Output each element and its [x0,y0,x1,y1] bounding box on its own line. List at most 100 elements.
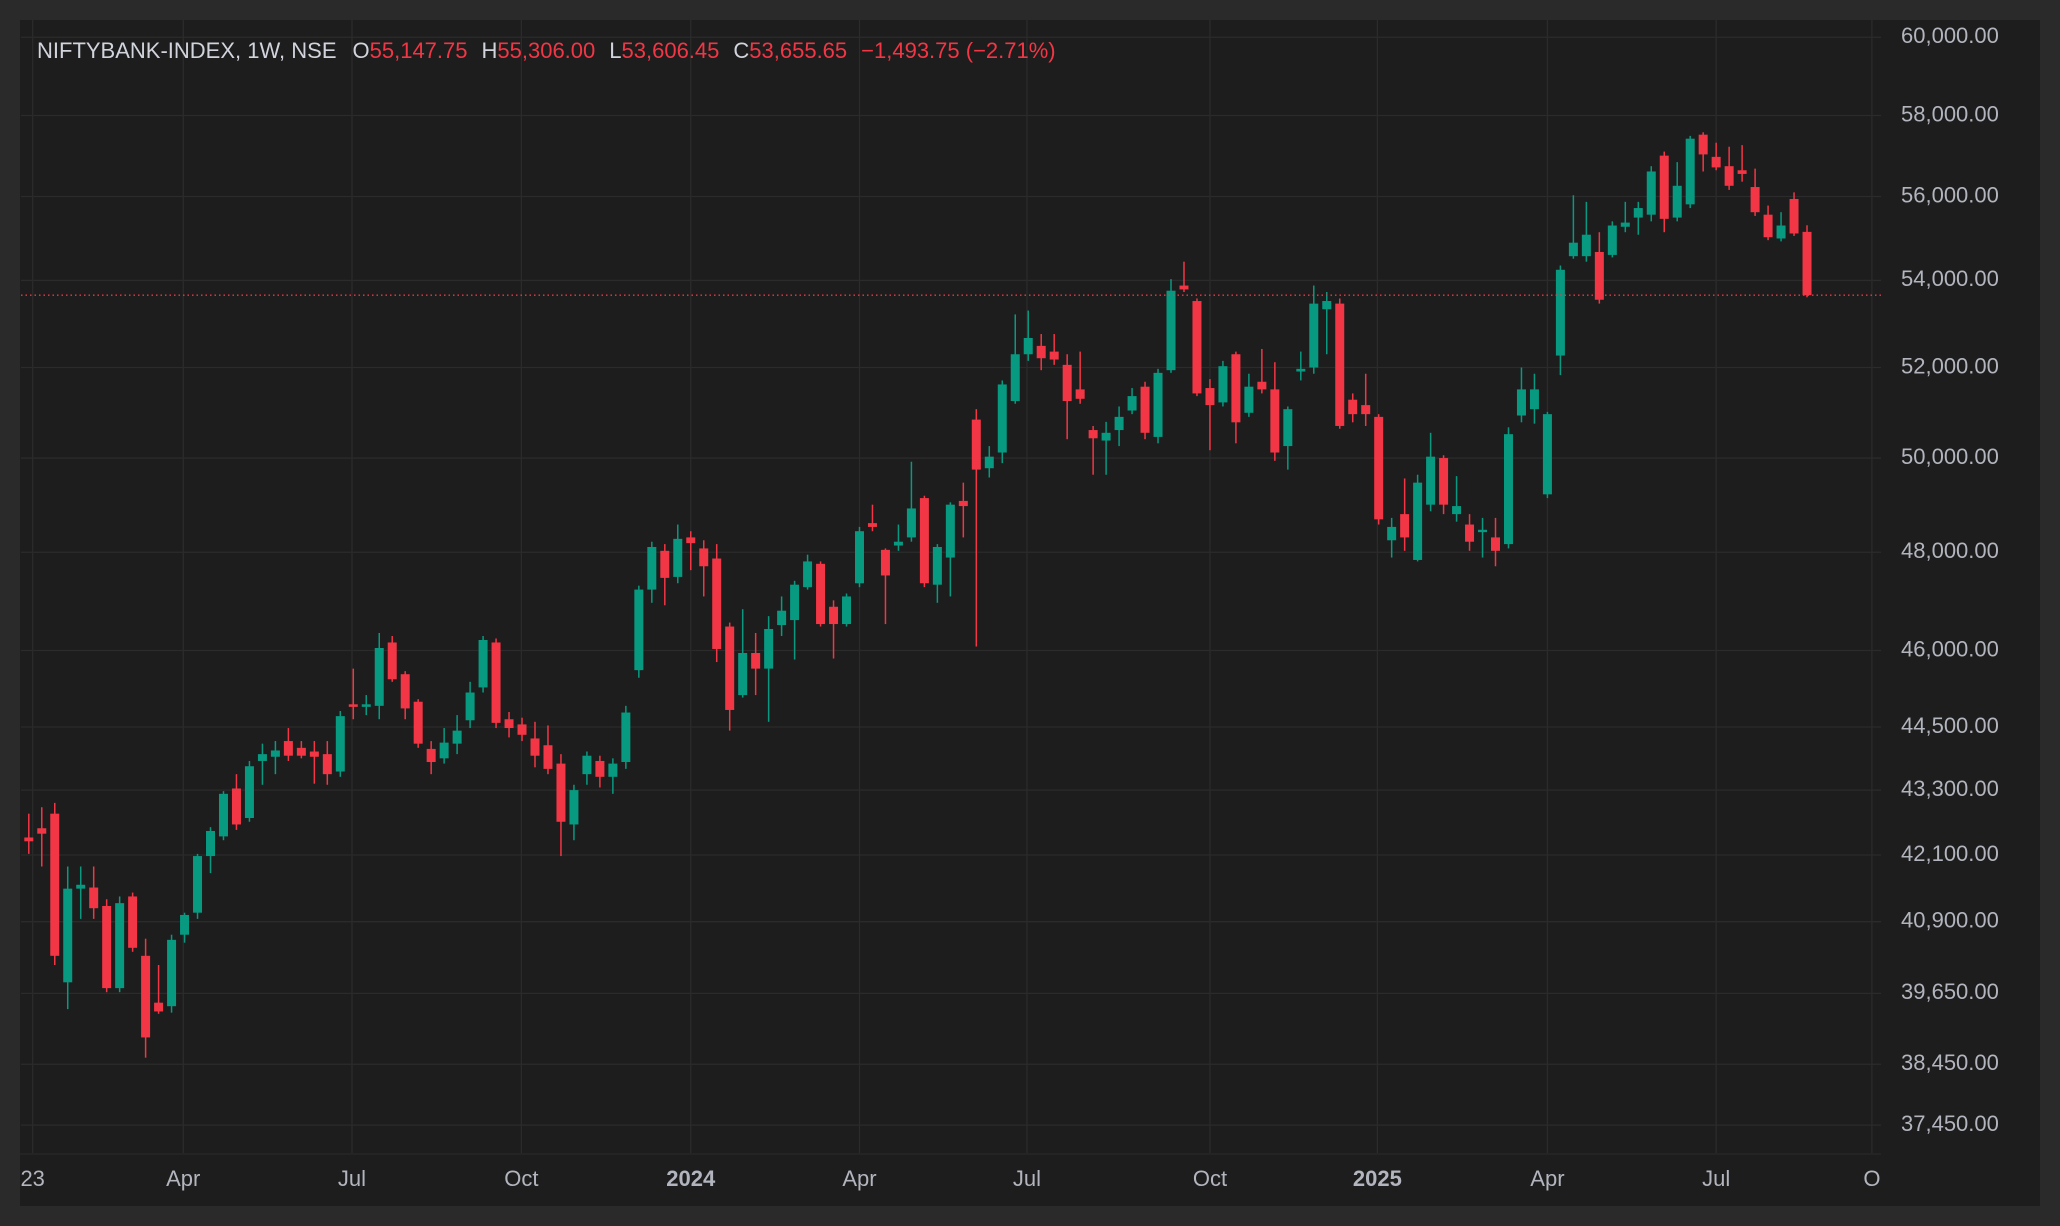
y-tick-label: 46,000.00 [1901,636,1999,661]
candle-body [1633,208,1643,218]
candle-body [478,639,488,688]
candle-body [1503,434,1513,545]
candle-body [1075,389,1085,399]
candle-body [984,456,994,469]
candle-body [115,903,125,989]
candle-body [530,738,540,756]
y-tick-label: 37,450.00 [1901,1111,1999,1136]
change: −1,493.75 (−2.71%) [861,38,1055,63]
candle-body [569,790,579,825]
candle-body [1062,364,1072,402]
y-tick-label: 42,100.00 [1901,841,1999,866]
candle-body [1516,389,1526,416]
candle-body [452,730,462,744]
candle-body [1646,171,1656,215]
candle-body [1335,303,1345,426]
candle-body [1218,366,1228,403]
symbol: NIFTYBANK-INDEX, 1W, NSE [37,38,337,63]
candle-body [1439,458,1449,505]
candle-body [244,766,254,818]
candle-body [1348,399,1358,415]
candle-body [167,939,177,1007]
candle-body [1374,416,1384,520]
candle-body [387,642,397,680]
candle-body [283,741,293,756]
candle-body [1529,389,1539,410]
candle-body [1322,301,1332,310]
candle-body [1101,432,1111,441]
candle-body [348,704,358,707]
candle-body [491,642,501,723]
x-tick-label: Apr [842,1166,876,1191]
candle-body [673,538,683,577]
candle-body [361,704,371,707]
candle-body [1283,409,1293,447]
candle-body [1153,372,1163,437]
candle-body [1555,269,1565,356]
y-tick-label: 43,300.00 [1901,776,1999,801]
candle-body [102,905,112,989]
candle-body [1542,414,1552,495]
candle-body [1114,416,1124,431]
candle-body [1400,514,1410,538]
candle-body [76,884,86,889]
y-tick-label: 56,000.00 [1901,182,1999,207]
candle-body [582,755,592,775]
candle-body [1737,170,1747,174]
candle-body [1724,166,1734,186]
candle-body [880,549,890,576]
candle-body [1166,290,1176,371]
candle-body [1192,301,1202,394]
candle-body [231,788,241,825]
candle-body [1309,303,1319,368]
candle-body [1802,231,1812,296]
candle-body [1140,386,1150,433]
candle-body [1231,354,1241,423]
candle-body [816,563,826,625]
candle-body [141,955,151,1038]
candle-body [50,813,60,956]
candle-body [1568,242,1578,257]
candle-body [1296,368,1306,372]
x-tick-label: O [1863,1166,1880,1191]
candle-body [1270,389,1280,453]
candle-body [608,763,618,777]
candle-body [543,745,553,769]
candle-body [1659,155,1669,219]
candle-body [206,830,216,857]
candle-body [738,653,748,696]
candle-body [712,558,722,649]
y-tick-label: 58,000.00 [1901,101,1999,126]
candle-body [803,561,813,588]
x-tick-label: 23 [20,1166,44,1191]
candle-body [1581,234,1591,257]
candle-body [1036,345,1046,359]
candle-body [154,1002,164,1012]
ohlc-label: H [482,38,498,63]
candle-body [686,537,696,544]
candle-body [1387,526,1397,541]
candle-body [517,724,527,735]
ohlc-value: 53,606.45 [622,38,720,63]
candle-body [1763,214,1773,238]
candle-body [595,760,605,777]
candle-body [296,747,306,756]
candle-body [1244,386,1254,413]
candle-body [128,896,138,948]
candle-body [309,751,319,757]
y-tick-label: 54,000.00 [1901,266,1999,291]
y-tick-label: 50,000.00 [1901,444,1999,469]
candle-body [906,508,916,538]
x-tick-label: 2025 [1353,1166,1402,1191]
candle-body [89,887,99,909]
candle-body [1049,351,1059,360]
candle-body [556,763,566,822]
candle-body [63,888,73,983]
candle-body [1672,185,1682,218]
candle-body [257,754,267,761]
candle-body [193,856,203,913]
candle-body [400,674,410,709]
candle-body [1010,354,1020,402]
candle-body [1607,225,1617,255]
